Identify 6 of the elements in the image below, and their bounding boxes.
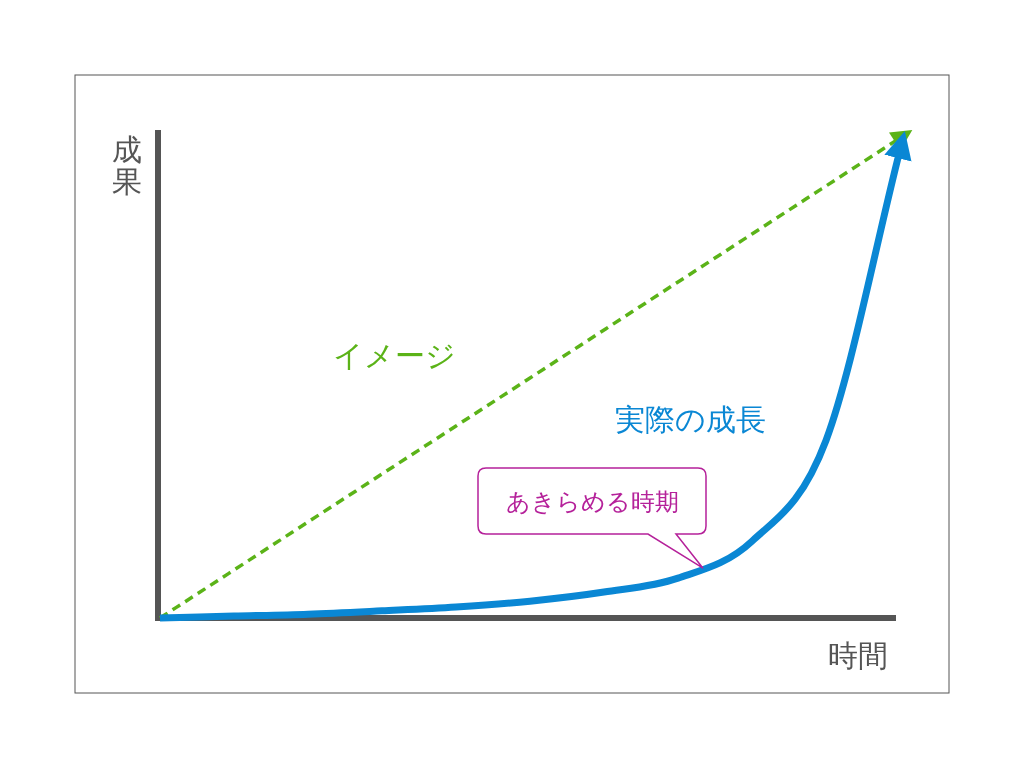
x-axis-title: 時間 [828,638,888,673]
callout: あきらめる時期 [477,467,707,569]
y-axis-title: 成果 [112,132,142,199]
annotation: あきらめる時期 [505,488,679,516]
series-label: イメージ [332,338,456,373]
series-label: 実際の成長 [615,402,766,438]
